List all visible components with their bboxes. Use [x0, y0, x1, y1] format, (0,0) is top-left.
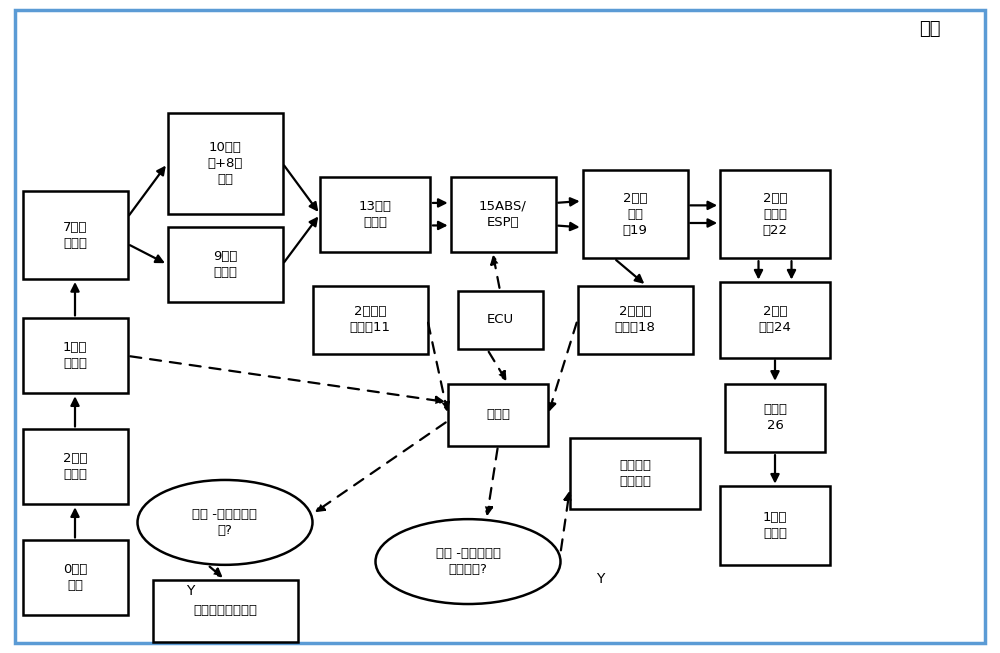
FancyBboxPatch shape [153, 580, 298, 641]
Text: 1密闭
储液桶: 1密闭 储液桶 [763, 511, 787, 540]
Text: 2个压力
传感奨11: 2个压力 传感奨11 [350, 306, 390, 334]
Text: 报警，必要时停机: 报警，必要时停机 [193, 604, 257, 617]
FancyBboxPatch shape [168, 227, 283, 302]
Text: Y: Y [596, 571, 605, 586]
Text: ECU: ECU [486, 313, 514, 326]
FancyBboxPatch shape [168, 112, 283, 214]
Text: Y: Y [186, 584, 194, 598]
Text: 工控机: 工控机 [486, 408, 510, 421]
FancyBboxPatch shape [578, 286, 692, 354]
FancyBboxPatch shape [22, 318, 128, 393]
FancyBboxPatch shape [22, 541, 128, 615]
FancyBboxPatch shape [448, 383, 548, 445]
FancyBboxPatch shape [312, 286, 428, 354]
FancyBboxPatch shape [320, 176, 430, 251]
Text: 2气压
调压阀: 2气压 调压阀 [63, 453, 87, 481]
Text: 判定 -设备有故障
吗?: 判定 -设备有故障 吗? [192, 508, 258, 537]
Text: 报警，必
要时停机: 报警，必 要时停机 [619, 459, 651, 488]
Text: 2个储
液钐
瓶19: 2个储 液钐 瓶19 [623, 192, 647, 236]
FancyBboxPatch shape [582, 170, 688, 258]
Text: 0车间
气源: 0车间 气源 [63, 564, 87, 592]
Text: 10节流
阀+8截
止阀: 10节流 阀+8截 止阀 [207, 141, 243, 185]
FancyBboxPatch shape [450, 176, 556, 251]
FancyBboxPatch shape [720, 282, 830, 357]
FancyBboxPatch shape [720, 170, 830, 258]
Text: 2个储
液奨24: 2个储 液奨24 [759, 306, 791, 334]
Text: 13液压
换向阀: 13液压 换向阀 [358, 200, 392, 229]
Text: 2个液
压调压
阆22: 2个液 压调压 阆22 [763, 192, 788, 236]
Text: 9手动
截止阀: 9手动 截止阀 [213, 250, 237, 279]
Text: 截止阀
26: 截止阀 26 [763, 404, 787, 432]
FancyBboxPatch shape [22, 191, 128, 279]
Ellipse shape [376, 519, 560, 604]
FancyBboxPatch shape [720, 486, 830, 565]
Text: 判定 -被测试油泵
有故障吗?: 判定 -被测试油泵 有故障吗? [436, 547, 501, 576]
FancyBboxPatch shape [725, 383, 825, 452]
Text: 2个压力
传感奨18: 2个压力 传感奨18 [615, 306, 655, 334]
Ellipse shape [138, 480, 312, 565]
FancyBboxPatch shape [22, 430, 128, 504]
Text: 1密闭
储液桶: 1密闭 储液桶 [63, 342, 87, 370]
FancyBboxPatch shape [570, 438, 700, 509]
Text: 15ABS/
ESP泵: 15ABS/ ESP泵 [479, 200, 527, 229]
FancyBboxPatch shape [458, 291, 542, 349]
Text: 机架: 机架 [919, 20, 941, 39]
Text: 7液压
调压阀: 7液压 调压阀 [63, 221, 87, 249]
FancyBboxPatch shape [15, 10, 985, 643]
